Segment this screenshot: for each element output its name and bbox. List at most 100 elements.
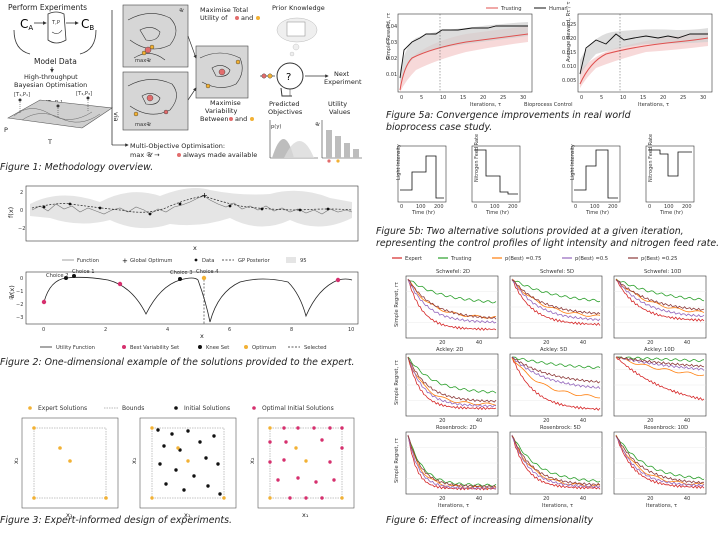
bottom-ylabel: 𝒰(x)	[8, 285, 16, 300]
svg-text:and: and	[235, 115, 247, 123]
fig6-series-0	[615, 435, 705, 489]
svg-text:p(y): p(y)	[271, 124, 281, 130]
fig6-series-4	[511, 279, 601, 315]
svg-text:20: 20	[647, 340, 653, 346]
legend-label-3: p(Best) =0.5	[575, 256, 608, 262]
perform-experiments-label: Perform Experiments	[8, 3, 87, 12]
svg-text:30: 30	[520, 95, 526, 101]
predicted-line2: Objectives	[268, 108, 303, 116]
figure-3-caption: Figure 3: Expert-informed design of expe…	[0, 515, 232, 526]
svg-text:20: 20	[439, 496, 445, 502]
svg-text:x₁: x₁	[66, 511, 73, 519]
maximise-total-line1: Maximise Total	[200, 6, 248, 14]
svg-text:5: 5	[420, 95, 423, 101]
hto-line1: High-throughput	[24, 73, 78, 81]
fig6-panel-title: Ackley: 10D	[644, 347, 675, 353]
maximise-total-line2: Utility of	[200, 14, 228, 22]
figure-2-caption: Figure 2: One-dimensional example of the…	[0, 357, 355, 368]
fig6-panel-title: Schwefel: 10D	[644, 269, 681, 275]
bottom-xlabel: x	[200, 332, 204, 340]
via-label: via	[112, 112, 120, 122]
svg-text:20: 20	[480, 95, 486, 101]
fig6-series-1	[512, 356, 601, 370]
next-line1: Next	[334, 70, 350, 78]
svg-text:always made available: always made available	[183, 151, 257, 159]
fig6-series-2	[615, 278, 705, 313]
mo-line2: max 𝒰 →	[130, 151, 160, 159]
fig6-panel-title: Ackley: 2D	[436, 347, 463, 353]
dimensionality-grid: Expert Trusting p(Best) =0.75 p(Best) =0.5 p…	[392, 256, 707, 509]
fig6-series-0	[615, 279, 705, 322]
fig6-panel-3: Ackley: 2D 20 40 Simple Regret, rτ	[394, 347, 499, 424]
fig5a-right-panel: Average Reward, Rτ / τ 0.025 0.020 0.015…	[562, 2, 713, 108]
control-profiles-plot: Light Intensity 0 100 200 Time (hr) Nitr…	[396, 134, 695, 216]
fig6-series-3	[407, 278, 497, 324]
svg-text:−2: −2	[18, 226, 25, 232]
fig6-xlabel: Iterations, τ	[542, 503, 573, 509]
svg-text:0.01: 0.01	[386, 72, 397, 78]
svg-text:15: 15	[460, 95, 466, 101]
fig6-series-0	[407, 279, 497, 331]
svg-text:200: 200	[434, 204, 444, 210]
svg-text:Iterations, τ: Iterations, τ	[470, 102, 501, 108]
svg-text:20: 20	[439, 340, 445, 346]
figure-5b: Light Intensity 0 100 200 Time (hr) Nitr…	[376, 134, 720, 252]
svg-text:+: +	[122, 257, 128, 265]
fig6-panel-title: Ackley: 5D	[540, 347, 567, 353]
svg-text:15: 15	[640, 95, 646, 101]
svg-text:0.025: 0.025	[562, 22, 576, 28]
svg-text:40: 40	[476, 418, 482, 424]
legend-label-4: p(Best) =0.25	[641, 256, 677, 262]
fig6-series-2	[407, 278, 497, 319]
fig6-panel-8: Rosenbrock: 10D 20 40 Iterations, τ	[613, 425, 707, 509]
svg-text:0: 0	[400, 95, 403, 101]
svg-text:20: 20	[543, 496, 549, 502]
contour-panel-2: max𝒰	[122, 71, 189, 131]
svg-text:10: 10	[620, 95, 626, 101]
svg-text:Light Intensity: Light Intensity	[396, 144, 402, 180]
data-points	[42, 202, 330, 216]
svg-text:40: 40	[684, 340, 690, 346]
fig6-series-4	[615, 279, 705, 311]
fig6-series-3	[511, 278, 601, 322]
fig3-panel-expert: x₂ x₁	[12, 417, 119, 519]
svg-text:20: 20	[660, 95, 666, 101]
svg-text:Global Optimum: Global Optimum	[130, 258, 172, 264]
fig6-xlabel: Iterations, τ	[646, 503, 677, 509]
svg-text:2: 2	[20, 190, 23, 196]
svg-text:100: 100	[590, 204, 600, 210]
utility-values-plot: 𝒰	[315, 120, 362, 163]
convergence-plot: Trusting Human Simple Reward, rτ 0.04 0.…	[386, 2, 713, 108]
maximise-var-line3: Between	[200, 115, 228, 123]
choice-1-label: Choice 1	[72, 269, 95, 275]
axis-t: T	[47, 138, 52, 146]
svg-text:0: 0	[580, 95, 583, 101]
fig6-series-0	[511, 435, 601, 490]
svg-text:Human: Human	[549, 6, 568, 12]
surface-plot	[7, 99, 113, 129]
figure-3: Expert Solutions Bounds Initial Solution…	[0, 398, 370, 535]
contour-panel-1: max𝒰 𝒰	[122, 4, 189, 68]
cb-label: CB	[81, 17, 94, 32]
svg-text:10: 10	[440, 95, 446, 101]
fig6-series-0	[511, 279, 601, 326]
hto-line2: Bayesian Optimisation	[14, 81, 87, 89]
fig5b-light-1: Light Intensity 0 100 200 Time (hr)	[396, 144, 447, 216]
svg-text:𝒰: 𝒰	[315, 122, 321, 128]
svg-text:0: 0	[42, 327, 45, 333]
svg-text:0.015: 0.015	[562, 50, 576, 56]
svg-text:0.03: 0.03	[386, 40, 397, 46]
predicted-line1: Predicted	[269, 100, 300, 108]
svg-text:Time (hr): Time (hr)	[659, 210, 683, 216]
svg-text:0: 0	[474, 204, 477, 210]
svg-text:x₂: x₂	[248, 457, 256, 464]
utility-line2: Values	[329, 108, 351, 116]
fig6-series-1	[511, 278, 601, 303]
svg-text:GP Posterior: GP Posterior	[238, 258, 271, 264]
svg-text:5: 5	[600, 95, 603, 101]
svg-text:Time (hr): Time (hr)	[485, 210, 509, 216]
svg-text:40: 40	[580, 418, 586, 424]
svg-text:Expert Solutions: Expert Solutions	[38, 405, 87, 412]
expert-head-icon: ?	[276, 62, 304, 97]
svg-text:6: 6	[228, 327, 231, 333]
